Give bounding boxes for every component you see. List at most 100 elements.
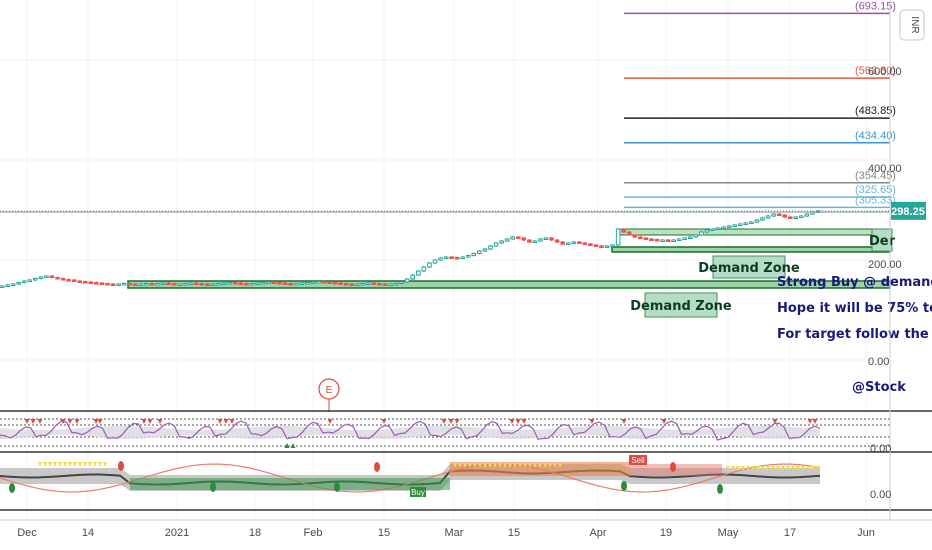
candle — [371, 282, 377, 285]
trend-marker — [453, 463, 457, 468]
last-price-label: 298.25 — [891, 206, 925, 218]
candle — [782, 214, 787, 218]
candle — [588, 243, 593, 246]
sell-triangle — [223, 419, 229, 424]
candle — [676, 238, 682, 241]
trend-marker — [38, 462, 42, 467]
trend-marker — [63, 462, 67, 467]
candle — [21, 280, 27, 284]
candle — [749, 221, 754, 224]
candle — [621, 228, 627, 233]
candle — [504, 238, 510, 242]
candle — [693, 234, 699, 238]
candle — [732, 224, 738, 227]
candle — [243, 282, 249, 286]
bullish-fill — [130, 478, 450, 490]
trend-marker — [801, 466, 805, 471]
date-tick: 2021 — [165, 527, 189, 539]
trend-marker — [736, 466, 740, 471]
trend-marker — [558, 463, 562, 468]
candle — [527, 239, 532, 243]
candle — [210, 283, 216, 286]
sell-triangle — [147, 419, 153, 424]
price-axis[interactable]: INR 600.00 400.00 200.00 0.00 0.00 0.00 … — [868, 0, 926, 520]
trend-marker — [816, 466, 820, 471]
candle — [27, 279, 33, 282]
sell-triangle — [381, 419, 387, 424]
target-level-label: (325.65) — [855, 184, 896, 196]
earnings-marker[interactable]: E — [318, 378, 340, 412]
sell-triangle — [74, 419, 80, 424]
candle — [38, 276, 44, 280]
candle — [793, 216, 799, 219]
note-line-1: Strong Buy @ demand — [777, 275, 932, 290]
sell-triangle — [67, 419, 73, 424]
candle — [132, 283, 138, 286]
candle — [643, 237, 649, 240]
sell-signal: Sell — [629, 455, 647, 465]
candle — [427, 262, 432, 268]
date-tick: 15 — [378, 527, 390, 539]
trend-marker — [766, 466, 770, 471]
candle — [232, 281, 238, 285]
note-line-2: Hope it will be 75% to — [777, 301, 932, 316]
candle — [282, 282, 288, 285]
candle — [482, 248, 488, 252]
date-axis[interactable]: Dec 14 2021 18 Feb 15 Mar 15 Apr 19 May 17 Jun — [0, 519, 932, 539]
candle — [726, 225, 732, 228]
candle — [366, 282, 371, 285]
candle — [188, 282, 194, 285]
candle — [776, 213, 782, 216]
target-level-label: (693.15) — [855, 0, 896, 12]
candle — [271, 281, 277, 284]
candle — [293, 282, 299, 286]
trend-marker — [463, 463, 467, 468]
candle — [560, 241, 565, 245]
sell-triangle — [217, 419, 223, 424]
price-tick: 200.00 — [868, 259, 902, 271]
candle — [488, 245, 493, 250]
candle — [105, 282, 110, 286]
candle — [404, 278, 410, 283]
note-line-3: For target follow the h — [777, 327, 932, 342]
candle — [221, 282, 227, 285]
target-level-label: (563.80) — [855, 65, 896, 77]
currency-badge[interactable]: INR — [899, 9, 925, 41]
candle — [354, 283, 360, 286]
trend-marker — [528, 463, 532, 468]
trend-marker — [741, 466, 745, 471]
candle — [737, 223, 743, 226]
candle — [654, 238, 660, 242]
candle — [477, 250, 482, 255]
date-tick: 14 — [82, 527, 94, 539]
candle — [277, 281, 282, 285]
trend-marker — [488, 463, 492, 468]
last-price-tag[interactable]: 298.25 — [891, 201, 926, 220]
candles — [0, 209, 821, 288]
candle — [171, 282, 177, 286]
signal-dot — [334, 482, 340, 492]
date-tick: Feb — [304, 527, 323, 539]
trend-marker — [796, 466, 800, 471]
trend-marker — [806, 466, 810, 471]
trend-marker — [543, 463, 547, 468]
sell-triangle — [509, 419, 515, 424]
candle — [399, 281, 404, 285]
sell-triangle — [454, 419, 460, 424]
trend-marker — [751, 466, 755, 471]
sell-triangle — [661, 419, 667, 424]
candle — [565, 242, 571, 245]
candle — [449, 256, 454, 259]
date-ticks: Dec 14 2021 18 Feb 15 Mar 15 Apr 19 May 17 Jun — [17, 527, 875, 539]
candle — [665, 239, 671, 242]
date-tick: 17 — [784, 527, 796, 539]
candle — [155, 282, 160, 286]
candle — [682, 237, 688, 240]
sell-triangle — [521, 419, 527, 424]
candle — [94, 281, 99, 285]
demand-zone-label: Demand Zone — [630, 292, 732, 318]
trend-marker — [53, 462, 57, 467]
trend-marker — [73, 462, 77, 467]
candle — [460, 256, 466, 259]
